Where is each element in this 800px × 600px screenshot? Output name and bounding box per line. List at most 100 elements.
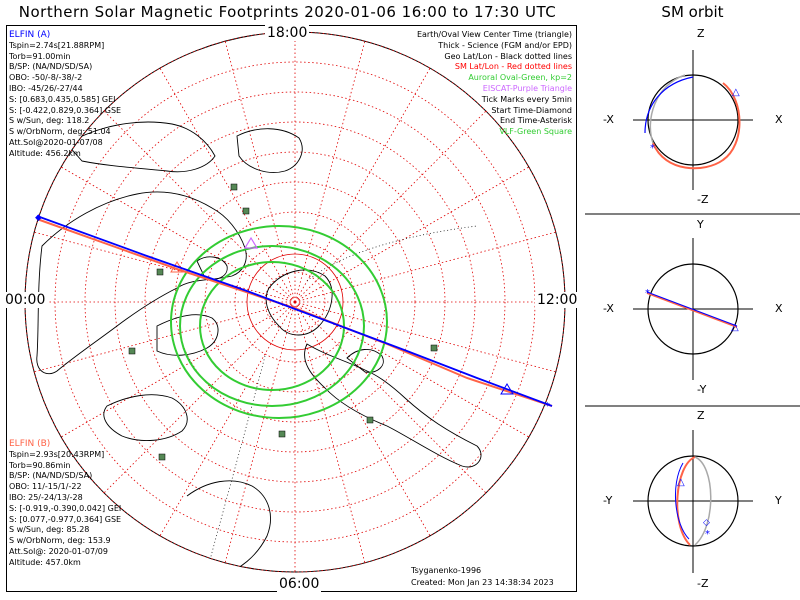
- elfin-b-obo: OBO: 11/-15/1/-22: [9, 482, 82, 492]
- elfin-b-sun-angle: S w/Sun, deg: 85.28: [9, 525, 90, 535]
- elfin-a-tspin: Tspin=2.74s[21.88RPM]: [9, 40, 105, 50]
- orbit3-right-label: Y: [775, 494, 782, 507]
- hour-label-left: 00:00: [3, 292, 48, 308]
- elfin-b-altitude: Altitude: 457.0km: [9, 557, 81, 567]
- orbit2-right-label: X: [775, 302, 783, 315]
- legend-item: EISCAT-Purple Triangle: [482, 83, 572, 93]
- sm-lon-spoke: [294, 110, 487, 303]
- polar-map-frame: ◆ * 18:00 00:00 12:00 06:00 ELFIN (A) Ts…: [3, 25, 580, 592]
- svg-text:*: *: [650, 143, 655, 154]
- elfin-b-gse: S: [0.077,-0.977,0.364] GSE: [9, 514, 122, 524]
- orbit-panel-yz: △ ◇ *: [633, 430, 753, 573]
- elfin-a-sun-angle: S w/Sun, deg: 118.2: [9, 116, 90, 126]
- orbit1-left-label: -X: [603, 113, 614, 126]
- elfin-a-info: ELFIN (A) Tspin=2.74s[21.88RPM] Torb=91.…: [9, 30, 121, 160]
- sm-orbit-svg: △ * * △ △ ◇ *: [585, 50, 800, 573]
- vlf-square: [158, 453, 166, 461]
- svg-text:◇: ◇: [703, 518, 710, 528]
- model-credit: Tsyganenko-1996: [411, 566, 482, 575]
- legend-item: Thick - Science (FGM and/or EPD): [438, 40, 572, 50]
- hour-label-top: 18:00: [265, 25, 310, 41]
- elfin-a-obo: OBO: -50/-8/-38/-2: [9, 73, 83, 83]
- legend-item: VLF-Green Square: [499, 127, 572, 137]
- sm-lon-spoke: [294, 67, 431, 303]
- polar-map: ◆ *: [24, 31, 566, 573]
- legend-item: End Time-Asterisk: [499, 116, 572, 126]
- elfin-b-orbnorm: S w/OrbNorm, deg: 153.9: [9, 536, 111, 546]
- legend-item: SM Lat/Lon - Red dotted lines: [454, 62, 572, 72]
- sm-lon-spoke: [224, 301, 296, 563]
- sm-lon-spoke: [34, 301, 296, 373]
- elfin-a-torb: Torb=91.00min: [9, 51, 71, 61]
- sm-lon-spoke: [294, 41, 366, 303]
- vlf-square: [230, 183, 238, 191]
- sm-lon-spoke: [60, 301, 296, 438]
- svg-text:◆: ◆: [35, 213, 42, 223]
- created-timestamp: Created: Mon Jan 23 14:38:34 2023: [411, 578, 554, 587]
- vlf-square: [156, 268, 164, 276]
- sm-lon-spoke: [159, 67, 296, 303]
- elfin-b-attsol: Att.Sol@: 2020-01-07/09: [9, 546, 108, 556]
- elfin-b-info: ELFIN (B) Tspin=2.93s[20.43RPM] Torb=90.…: [9, 439, 121, 569]
- elfin-a-ibo: IBO: -45/26/-27/44: [9, 83, 83, 93]
- vlf-square: [242, 207, 250, 215]
- elfin-b-torb: Torb=90.86min: [9, 460, 71, 470]
- sm-latlon-grid: [24, 31, 566, 573]
- sm-lon-spoke: [103, 301, 296, 494]
- sm-lat-circle: [144, 151, 446, 453]
- orbit-panel-xz: △ *: [633, 50, 753, 190]
- sm-orbit-panels: △ * * △ △ ◇ * Z -Z -X X Y -: [585, 25, 800, 600]
- elfin-a-attsol: Att.Sol@2020-01-07/08: [9, 137, 103, 147]
- orbit1-top-label: Z: [697, 27, 705, 40]
- elfin-a-track: ◆ *: [35, 213, 553, 412]
- vlf-square: [430, 344, 438, 352]
- sm-lon-spoke: [294, 301, 487, 494]
- sm-pole-circle: [246, 253, 344, 351]
- sm-lon-spoke: [294, 231, 556, 303]
- sm-lon-spoke: [103, 110, 296, 303]
- svg-text:*: *: [705, 529, 710, 540]
- orbit2-left-label: -X: [603, 302, 614, 315]
- sm-lon-spoke: [294, 301, 431, 537]
- sm-lat-circle: [84, 91, 506, 513]
- elfin-a-gei: S: [0.683,0.435,0.585] GEI: [9, 94, 116, 104]
- svg-text:*: *: [645, 288, 650, 299]
- elfin-b-tspin: Tspin=2.93s[20.43RPM]: [9, 449, 105, 459]
- elfin-b-name: ELFIN (B): [9, 439, 51, 449]
- elfin-a-altitude: Altitude: 456.2km: [9, 148, 81, 158]
- vlf-stations: [128, 183, 438, 461]
- sm-lat-circle: [264, 271, 326, 333]
- elfin-a-view-triangle: [500, 383, 514, 395]
- orbit3-left-label: -Y: [603, 494, 613, 507]
- elfin-b-bsp: B/SP: (NA/ND/SD/SA): [9, 471, 93, 481]
- elfin-b-ibo: IBO: 25/-24/13/-28: [9, 492, 83, 502]
- legend: Earth/Oval View Center Time (triangle) T…: [417, 30, 572, 138]
- sm-orbit-title: SM orbit: [661, 3, 724, 21]
- sm-lon-spoke: [224, 41, 296, 303]
- plot-title: Northern Solar Magnetic Footprints 2020-…: [18, 3, 557, 21]
- elfin-a-gse: S: [-0.422,0.829,0.364] GSE: [9, 105, 122, 115]
- sm-lon-spoke: [294, 301, 366, 563]
- sm-lon-spoke: [60, 166, 296, 303]
- svg-text:△: △: [732, 87, 740, 98]
- eiscat-triangle: [243, 236, 259, 249]
- legend-item: Tick Marks every 5min: [481, 94, 572, 104]
- vlf-square: [366, 416, 374, 424]
- legend-item: Auroral Oval-Green, kp=2: [468, 73, 572, 83]
- legend-item: Earth/Oval View Center Time (triangle): [416, 30, 572, 39]
- elfin-a-name: ELFIN (A): [9, 30, 51, 40]
- orbit2-top-label: Y: [697, 218, 704, 231]
- vlf-square: [278, 430, 286, 438]
- orbit1-bottom-label: -Z: [697, 193, 709, 206]
- orbit2-bottom-label: -Y: [697, 383, 707, 396]
- svg-text:△: △: [731, 322, 739, 333]
- elfin-a-bsp: B/SP: (NA/ND/SD/SA): [9, 62, 93, 72]
- legend-item: Geo Lat/Lon - Black dotted lines: [444, 51, 572, 61]
- orbit3-bottom-label: -Z: [697, 577, 709, 590]
- sm-lon-spoke: [294, 301, 556, 373]
- orbit1-right-label: X: [775, 113, 783, 126]
- vlf-square: [128, 347, 136, 355]
- svg-text:*: *: [545, 401, 550, 412]
- legend-item: Start Time-Diamond: [491, 105, 572, 115]
- elfin-b-gei: S: [-0.919,-0.390,0.042] GEI: [9, 503, 122, 513]
